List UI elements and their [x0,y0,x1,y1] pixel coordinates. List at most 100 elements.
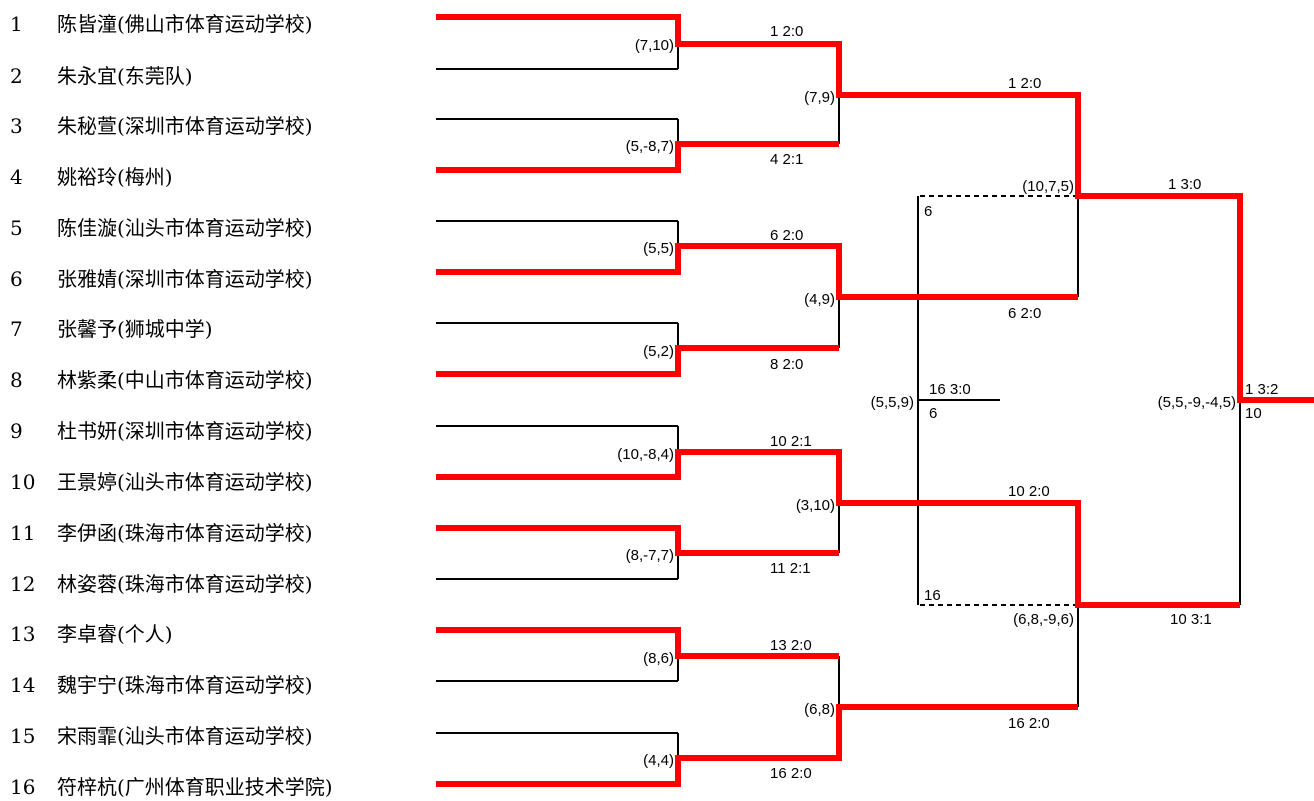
player-seed: 10 [10,470,35,494]
match-score: (10,-8,4) [617,446,674,463]
player-name: 符梓杭(广州体育职业技术学院) [57,775,333,799]
match-score: (8,6) [643,650,674,667]
player-seed: 11 [10,521,35,545]
final-runner-up: 10 [1245,405,1262,422]
player-entry: 3 朱秘萱(深圳市体育运动学校) [10,114,313,138]
player-name: 张馨予(狮城中学) [57,317,213,341]
player-name: 姚裕玲(梅州) [57,165,173,189]
third-place-result: 16 3:0 [929,381,971,398]
round1-labels: (7,10) 1 2:0 (5,-8,7) 4 2:1 (5,5) 6 2:0 … [617,23,811,782]
bracket-lines [436,44,1241,758]
player-name: 林紫柔(中山市体育运动学校) [57,368,313,392]
player-name: 林姿蓉(珠海市体育运动学校) [57,572,313,596]
player-name: 魏宇宁(珠海市体育运动学校) [57,673,313,697]
player-seed: 16 [10,775,35,799]
match-score: (8,-7,7) [626,547,674,564]
player-seed: 6 [10,267,23,291]
player-entry: 4 姚裕玲(梅州) [10,165,173,189]
player-name: 杜书妍(深圳市体育运动学校) [57,419,313,443]
player-seed: 8 [10,368,23,392]
winner-path-player-16 [436,704,1078,787]
player-seed: 14 [10,673,35,697]
player-entry: 13 李卓睿(个人) [10,622,173,646]
winner-path-player-4 [436,141,839,173]
player-seed: 1 [10,12,23,36]
player-seed: 2 [10,64,23,88]
winner-path-player-13 [436,627,839,659]
third-place-bottom-entry: 16 [924,587,941,604]
player-seed: 13 [10,622,35,646]
player-name: 朱秘萱(深圳市体育运动学校) [57,114,313,138]
player-entry: 5 陈佳漩(汕头市体育运动学校) [10,216,313,240]
winner-path-player-8 [436,345,839,377]
match-result: 4 2:1 [770,151,803,168]
third-place-score: (5,5,9) [871,394,914,411]
player-entry: 2 朱永宜(东莞队) [10,64,193,88]
match-result: 16 2:0 [1008,715,1050,732]
match-score: (3,10) [796,497,835,514]
match-result: 10 2:1 [770,433,812,450]
match-score: (6,8,-9,6) [1013,611,1074,628]
player-entry: 10 王景婷(汕头市体育运动学校) [10,470,313,494]
match-result: 1 2:0 [1008,75,1041,92]
match-result: 16 2:0 [770,765,812,782]
player-name: 陈皆潼(佛山市体育运动学校) [57,12,313,36]
player-name: 李伊函(珠海市体育运动学校) [57,521,313,545]
match-result: 11 2:1 [770,560,811,577]
match-score: (5,2) [643,343,674,360]
player-entry: 9 杜书妍(深圳市体育运动学校) [10,419,313,443]
player-name: 李卓睿(个人) [57,622,173,646]
player-name: 宋雨霏(汕头市体育运动学校) [57,724,313,748]
player-seed: 15 [10,724,35,748]
player-seed: 7 [10,317,23,341]
player-seed: 5 [10,216,23,240]
third-place-labels: 6 16 (5,5,9) 16 3:0 6 [871,203,971,604]
match-score: (4,4) [643,752,674,769]
player-entry: 11 李伊函(珠海市体育运动学校) [10,521,313,545]
player-name: 王景婷(汕头市体育运动学校) [57,470,313,494]
match-score: (6,8) [804,701,835,718]
player-name: 陈佳漩(汕头市体育运动学校) [57,216,313,240]
player-seed: 4 [10,165,23,189]
winner-path-player-1 [436,14,1314,403]
player-entry: 12 林姿蓉(珠海市体育运动学校) [10,572,313,596]
player-seed: 9 [10,419,23,443]
winner-path-player-10 [436,449,1240,608]
player-entry: 6 张雅婧(深圳市体育运动学校) [10,267,313,291]
match-result: 6 2:0 [1008,305,1041,322]
match-result: 1 2:0 [770,23,803,40]
match-score: (7,9) [804,89,835,106]
player-entry: 16 符梓杭(广州体育职业技术学院) [10,775,333,799]
player-name: 张雅婧(深圳市体育运动学校) [57,267,313,291]
match-score: (4,9) [804,291,835,308]
player-list: 1 陈皆潼(佛山市体育运动学校) 2 朱永宜(东莞队) 3 朱秘萱(深圳市体育运动学校… [10,12,333,799]
player-seed: 12 [10,572,35,596]
semifinal-labels: (10,7,5) 1 3:0 (6,8,-9,6) 10 3:1 [1013,176,1212,628]
winner-path-player-11 [436,525,839,556]
player-entry: 14 魏宇宁(珠海市体育运动学校) [10,673,313,697]
winner-path [436,14,1314,787]
match-result: 10 2:0 [1008,483,1050,500]
third-place-loser: 6 [929,405,937,422]
match-result: 6 2:0 [770,227,803,244]
match-result: 10 3:1 [1170,611,1212,628]
match-score: (5,5) [643,240,674,257]
match-result: 1 3:0 [1168,176,1201,193]
player-entry: 7 张馨予(狮城中学) [10,317,213,341]
winner-path-player-6 [436,243,1078,300]
final-result: 1 3:2 [1245,381,1278,398]
third-place-top-entry: 6 [924,203,932,220]
final-score: (5,5,-9,-4,5) [1158,394,1236,411]
player-entry: 15 宋雨霏(汕头市体育运动学校) [10,724,313,748]
player-name: 朱永宜(东莞队) [57,64,193,88]
round2-labels: (7,9) 1 2:0 (4,9) 6 2:0 (3,10) 10 2:0 (6… [796,75,1050,732]
player-entry: 8 林紫柔(中山市体育运动学校) [10,368,313,392]
match-score: (7,10) [635,37,674,54]
final-labels: (5,5,-9,-4,5) 1 3:2 10 [1158,381,1279,422]
match-score: (5,-8,7) [626,138,674,155]
match-score: (10,7,5) [1022,178,1074,195]
match-result: 13 2:0 [770,637,812,654]
match-result: 8 2:0 [770,356,803,373]
player-entry: 1 陈皆潼(佛山市体育运动学校) [10,12,313,36]
